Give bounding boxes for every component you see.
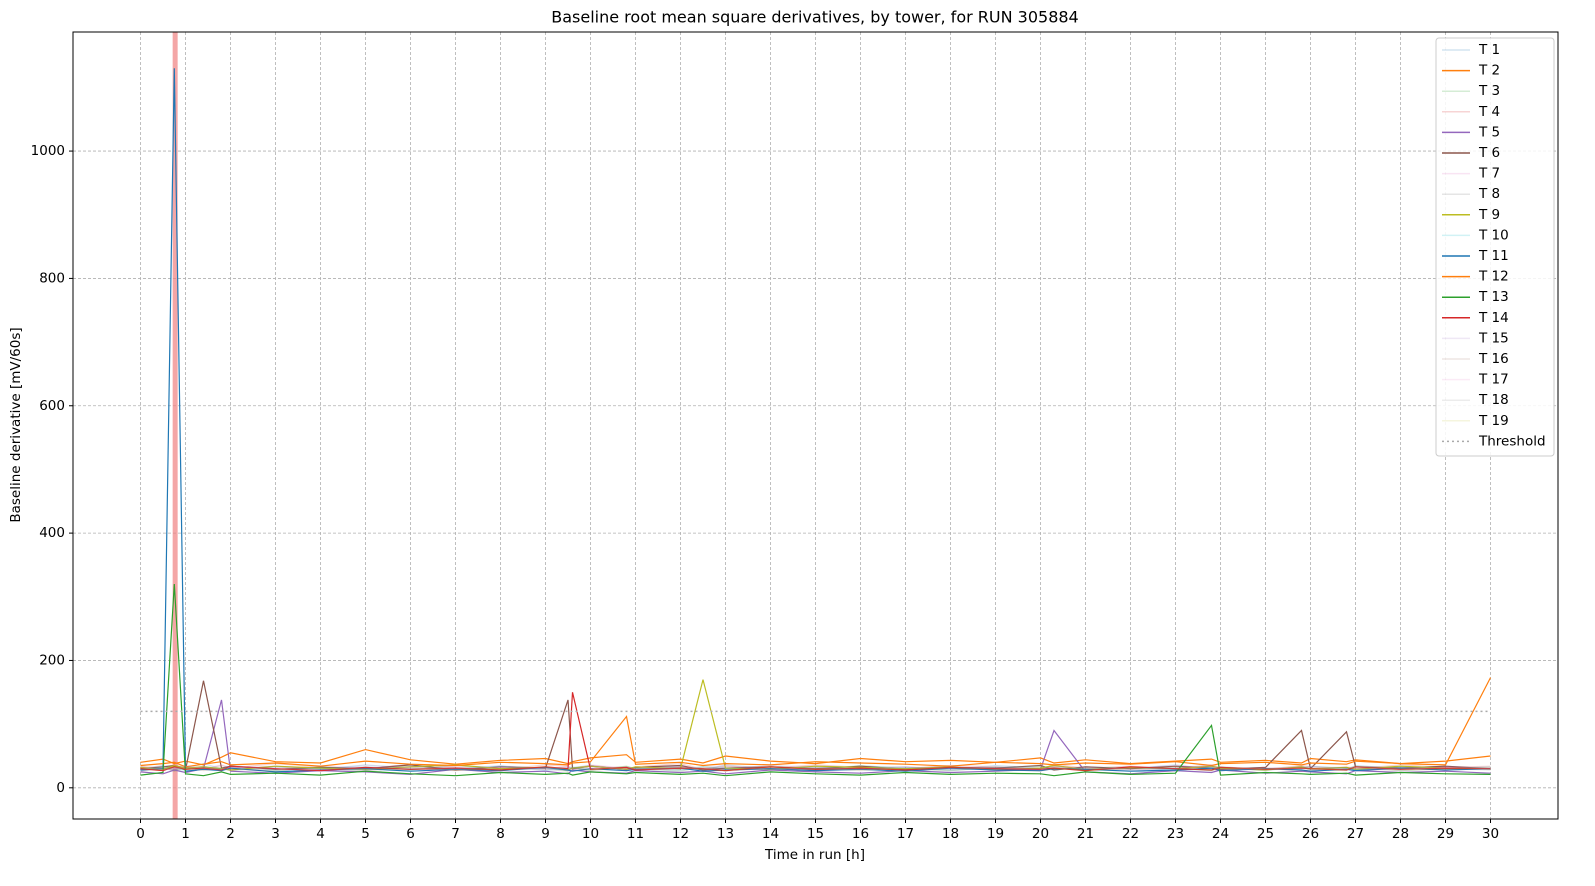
x-tick-label: 27 [1347, 826, 1364, 842]
legend-label: T 9 [1478, 207, 1500, 223]
legend-label: T 13 [1478, 289, 1509, 305]
legend-label: T 6 [1478, 145, 1500, 161]
x-tick-label: 12 [672, 826, 689, 842]
x-tick-label: 6 [406, 826, 415, 842]
series-line [140, 765, 1491, 772]
x-tick-label: 14 [762, 826, 779, 842]
series-line [140, 764, 1491, 771]
x-tick-label: 17 [897, 826, 914, 842]
series-line [140, 748, 1491, 766]
x-tick-label: 18 [942, 826, 959, 842]
x-tick-label: 16 [852, 826, 869, 842]
x-tick-label: 24 [1212, 826, 1229, 842]
x-tick-label: 7 [451, 826, 460, 842]
x-tick-label: 5 [361, 826, 370, 842]
x-tick-label: 0 [136, 826, 145, 842]
legend-box [1435, 37, 1555, 457]
x-tick-label: 30 [1482, 826, 1499, 842]
y-axis-label: Baseline derivative [mV/60s] [8, 327, 24, 522]
legend-label: Threshold [1478, 433, 1546, 449]
legend-label: T 16 [1478, 351, 1509, 367]
series-line [140, 765, 1491, 772]
x-tick-label: 4 [316, 826, 325, 842]
legend-label: T 3 [1478, 83, 1500, 99]
x-tick-label: 15 [807, 826, 824, 842]
legend-label: T 5 [1478, 124, 1500, 140]
x-tick-label: 23 [1167, 826, 1184, 842]
x-tick-label: 10 [582, 826, 599, 842]
x-tick-label: 26 [1302, 826, 1319, 842]
y-tick-label: 0 [56, 780, 65, 796]
x-tick-label: 3 [271, 826, 280, 842]
series-line [140, 583, 1491, 777]
legend-label: T 4 [1478, 104, 1500, 120]
legend-label: T 10 [1478, 227, 1509, 243]
y-tick-label: 800 [39, 270, 65, 286]
series-line [140, 677, 1492, 768]
legend-label: T 12 [1478, 269, 1509, 285]
y-tick-label: 600 [39, 398, 65, 414]
legend-label: T 1 [1478, 42, 1500, 58]
x-tick-label: 25 [1257, 826, 1274, 842]
x-tick-label: 8 [496, 826, 505, 842]
x-tick-label: 2 [226, 826, 235, 842]
legend-label: T 14 [1478, 310, 1509, 326]
plot-frame [72, 31, 1559, 820]
x-axis-label: Time in run [h] [764, 847, 865, 863]
y-tick-label: 200 [39, 652, 65, 668]
x-tick-label: 22 [1122, 826, 1139, 842]
x-tick-label: 21 [1077, 826, 1094, 842]
legend-label: T 19 [1478, 413, 1509, 429]
series-line [140, 766, 1491, 772]
series-line [140, 692, 1491, 772]
x-tick-label: 1 [181, 826, 190, 842]
x-tick-label: 11 [627, 826, 644, 842]
y-tick-label: 400 [39, 525, 65, 541]
chart-title: Baseline root mean square derivatives, b… [551, 8, 1078, 27]
legend-label: T 15 [1478, 330, 1509, 346]
legend-label: T 2 [1478, 63, 1500, 79]
x-tick-label: 29 [1437, 826, 1454, 842]
series-line [140, 764, 1491, 771]
legend-label: T 11 [1478, 248, 1509, 264]
x-tick-label: 13 [717, 826, 734, 842]
highlight-band [172, 32, 178, 819]
x-tick-label: 28 [1392, 826, 1409, 842]
legend-label: T 17 [1478, 372, 1509, 388]
legend-label: T 8 [1478, 186, 1500, 202]
x-tick-label: 9 [541, 826, 550, 842]
y-tick-label: 1000 [31, 143, 65, 159]
x-tick-label: 19 [987, 826, 1004, 842]
legend-label: T 7 [1478, 166, 1500, 182]
x-tick-label: 20 [1032, 826, 1049, 842]
series-line [140, 679, 1491, 771]
legend-label: T 18 [1478, 392, 1509, 408]
